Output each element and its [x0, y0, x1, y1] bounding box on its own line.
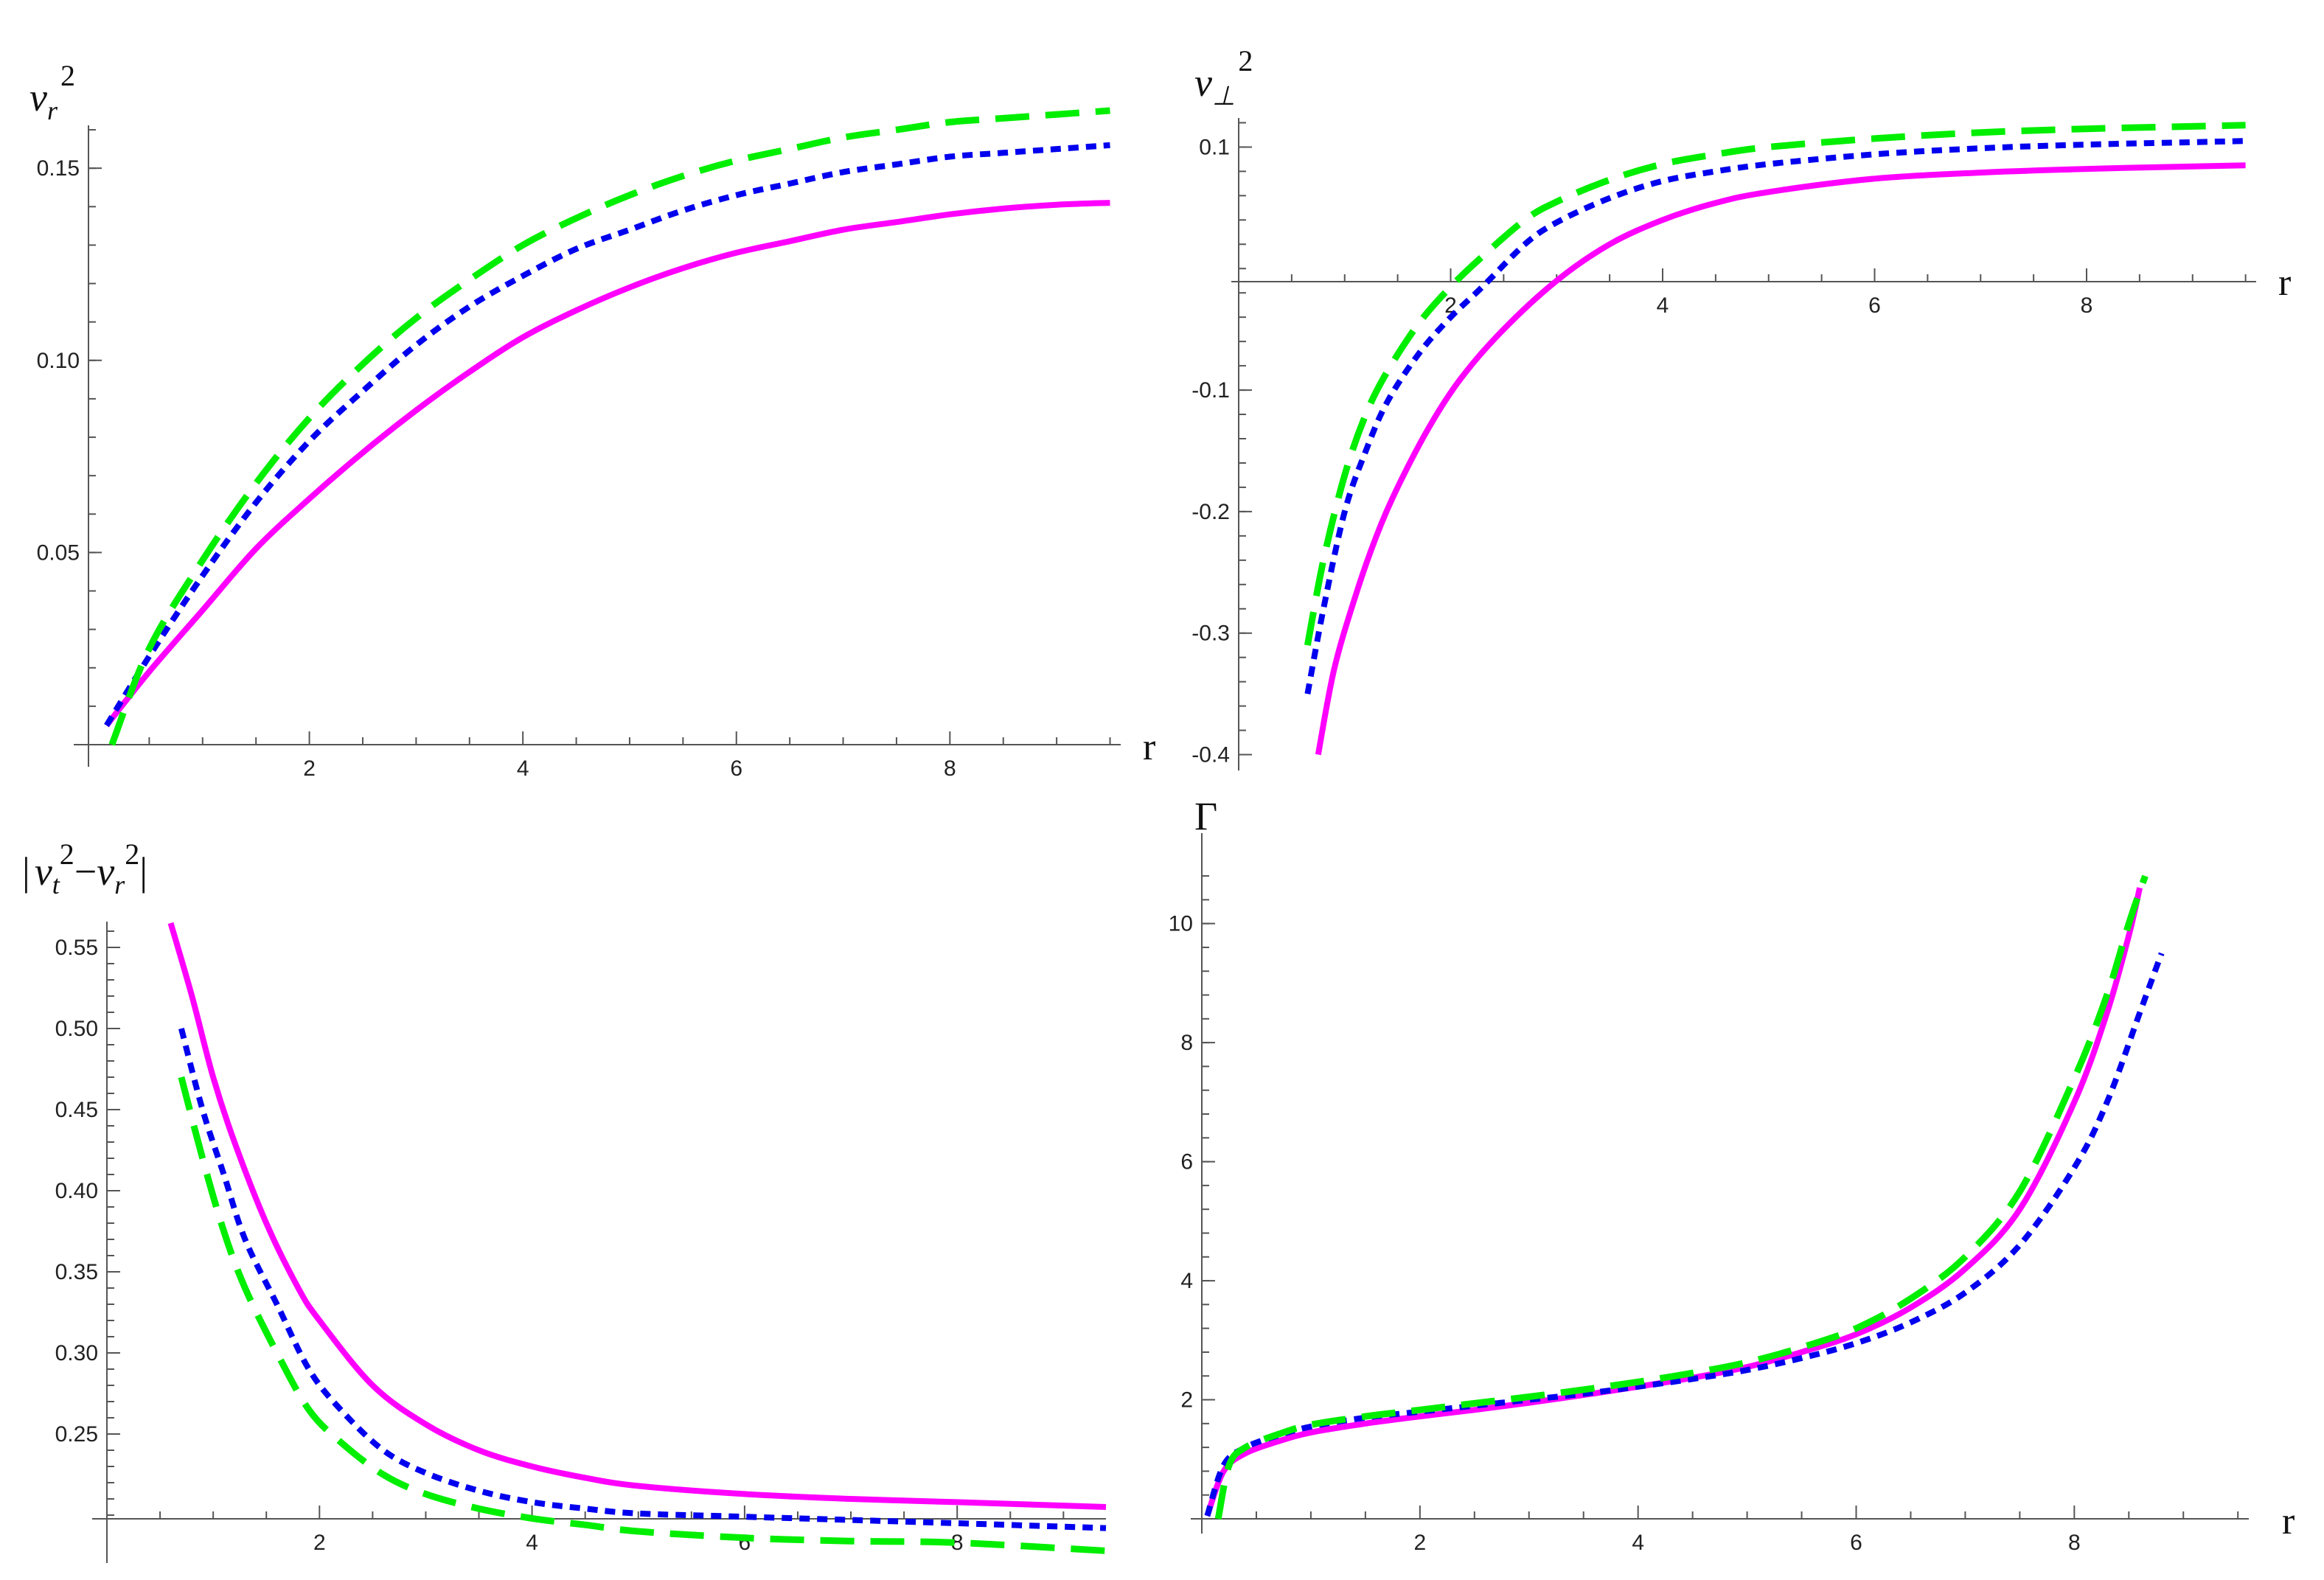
x-tick-label: 2	[303, 756, 316, 781]
x-tick-label: 8	[944, 756, 956, 781]
series-line-dashed	[178, 1076, 1107, 1554]
x-tick-label: 4	[1657, 293, 1669, 318]
y-tick-label: 10	[1169, 912, 1193, 936]
x-tick-label: 2	[313, 1531, 326, 1555]
series-line-dotted	[1304, 138, 2246, 695]
y-tick-label: 0.40	[55, 1179, 98, 1203]
x-tick-label: 6	[1850, 1531, 1862, 1555]
x-tick-label: 6	[730, 756, 742, 781]
y-axis-label: Γ	[1194, 794, 1217, 838]
y-tick-label: -0.2	[1191, 500, 1230, 524]
y-tick-label: -0.1	[1191, 378, 1230, 403]
y-axis-label: vr2	[29, 59, 75, 125]
y-tick-label: 4	[1180, 1269, 1193, 1293]
series-line-dashed	[1214, 874, 2149, 1520]
series-line-dashed	[1304, 122, 2246, 647]
series-line-dashed	[108, 107, 1110, 746]
series-line-dotted	[1204, 952, 2165, 1517]
series-line-solid	[104, 200, 1110, 728]
chart-gamma: 2 4 6 8 2 4 6 8 10 r Γ	[1169, 794, 2295, 1555]
y-tick-label: 0.50	[55, 1017, 98, 1041]
y-tick-label: 0.15	[37, 156, 80, 181]
y-tick-label: 0.30	[55, 1341, 98, 1365]
y-tick-label: 2	[1180, 1388, 1193, 1413]
y-axis-label: v⊥2	[1194, 44, 1253, 111]
x-tick-label: 2	[1413, 1531, 1426, 1555]
y-tick-label: 0.25	[55, 1422, 98, 1447]
x-tick-label: 6	[1868, 293, 1881, 318]
x-tick-label: 4	[526, 1531, 538, 1555]
y-tick-label: 0.45	[55, 1098, 98, 1122]
y-tick-label: 0.1	[1199, 135, 1230, 159]
x-tick-label: 6	[739, 1531, 751, 1555]
series-line-dotted	[104, 142, 1110, 727]
y-tick-label: 0.05	[37, 540, 80, 565]
x-axis-label: r	[1143, 726, 1155, 768]
x-axis-label: r	[2278, 262, 2291, 304]
x-tick-label: 8	[2068, 1531, 2081, 1555]
y-tick-label: 8	[1180, 1031, 1193, 1055]
x-axis-label: r	[2282, 1500, 2295, 1542]
x-tick-label: 4	[1632, 1531, 1644, 1555]
x-tick-label: 4	[517, 756, 529, 781]
y-tick-label: 0.35	[55, 1260, 98, 1284]
chart-vr2: 2 4 6 8 0.05 0.10 0.15 r vr2	[29, 59, 1155, 781]
chart-vperp2: 2 4 6 8-0.4-0.3-0.2-0.10.1rv⊥2	[1191, 44, 2291, 770]
x-tick-label: 8	[2081, 293, 2093, 318]
y-tick-label: -0.3	[1191, 622, 1230, 646]
series-line-solid	[167, 922, 1107, 1510]
x-tick-label: 8	[951, 1531, 964, 1555]
series-line-solid	[1204, 887, 2143, 1517]
y-tick-label: 0.55	[55, 936, 98, 960]
chart-diff: 2 4 6 8 0.25 0.30 0.35 0.40 0.45 0.50 0.55 | vt2−vr2…	[22, 838, 1107, 1563]
series-line-dotted	[178, 1027, 1107, 1531]
y-axis-label: | vt2−vr2|	[22, 838, 147, 899]
y-tick-label: 6	[1180, 1150, 1193, 1174]
y-tick-label: -0.4	[1191, 743, 1230, 768]
series-line-solid	[1315, 162, 2246, 756]
y-tick-label: 0.10	[37, 349, 80, 373]
